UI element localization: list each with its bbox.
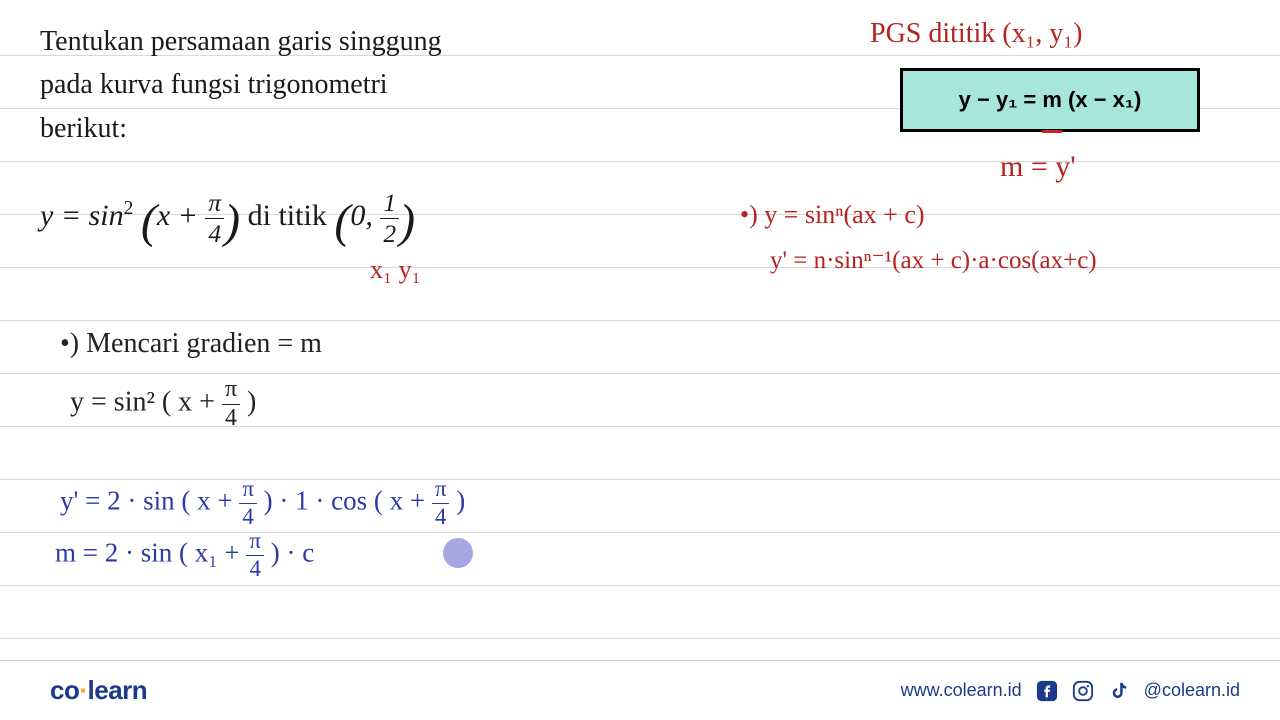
eq-open-paren-1: ( — [141, 195, 157, 248]
annotation-rule-yprime: y' = n·sinⁿ⁻¹(ax + c)·a·cos(ax+c) — [770, 245, 1097, 275]
hw-yprime-frac2: π4 — [432, 478, 450, 529]
problem-text: Tentukan persamaan garis singgung pada k… — [40, 20, 442, 150]
problem-line-3: berikut: — [40, 107, 442, 150]
formula-box: y − y₁ = m (x − x₁) — [900, 68, 1200, 132]
logo-co: co — [50, 675, 79, 705]
hw-m-mid: ) · c — [264, 538, 314, 568]
footer: co·learn www.colearn.id @colearn.id — [0, 660, 1280, 720]
logo-learn: learn — [88, 675, 148, 705]
tiktok-icon — [1108, 680, 1130, 702]
annotation-x1y1: x₁ y₁ — [370, 255, 421, 285]
problem-line-1: Tentukan persamaan garis singgung — [40, 20, 442, 63]
hw-yprime-line: y' = 2 · sin ( x + π4 ) · 1 · cos ( x + … — [60, 478, 465, 529]
footer-right: www.colearn.id @colearn.id — [901, 680, 1240, 702]
cursor-indicator — [443, 538, 473, 568]
formula-m: m — [1042, 71, 1062, 133]
hw-y-frac: π4 — [222, 378, 240, 431]
eq-close-paren-1: ) — [224, 195, 240, 248]
hw-m-line: m = 2 · sin ( x₁ + π4 ) · c — [55, 530, 314, 581]
eq-x-plus: x + — [157, 199, 198, 232]
eq-open-paren-2: ( — [334, 195, 350, 248]
eq-close-paren-2: ) — [399, 195, 415, 248]
hw-y-eq-pre: y = sin² ( x + — [70, 387, 222, 418]
eq-point-zero: 0, — [350, 199, 373, 232]
hw-mencari-gradien: •) Mencari gradien = m — [60, 328, 322, 360]
footer-handle: @colearn.id — [1144, 680, 1240, 701]
footer-url: www.colearn.id — [901, 680, 1022, 701]
hw-yprime-frac1: π4 — [239, 478, 257, 529]
eq-frac-pi4: π4 — [205, 190, 224, 246]
problem-equation: y = sin2 (x + π4) di titik (0, 12) — [40, 190, 415, 249]
hw-yprime-mid: ) · 1 · cos ( x + — [257, 486, 432, 516]
eq-exponent: 2 — [124, 198, 134, 219]
hw-m-frac: π4 — [246, 530, 264, 581]
colearn-logo: co·learn — [50, 675, 147, 706]
facebook-icon — [1036, 680, 1058, 702]
hw-yprime-close: ) — [449, 486, 465, 516]
eq-di-titik: di titik — [248, 199, 327, 232]
hw-y-eq: y = sin² ( x + π4 ) — [70, 378, 256, 431]
hw-y-eq-close: ) — [240, 387, 256, 418]
hw-yprime-pre: y' = 2 · sin ( x + — [60, 486, 239, 516]
formula-post: (x − x₁) — [1062, 87, 1141, 112]
instagram-icon — [1072, 680, 1094, 702]
problem-line-2: pada kurva fungsi trigonometri — [40, 63, 442, 106]
formula-pre: y − y₁ = — [959, 87, 1043, 112]
eq-frac-half: 12 — [380, 190, 399, 246]
logo-dot: · — [79, 675, 87, 705]
annotation-m-eq-yprime: m = y' — [1000, 150, 1076, 184]
annotation-pgs: PGS dititik (x₁, y₁) — [870, 18, 1082, 50]
eq-y-sin: y = sin — [40, 199, 124, 232]
annotation-rule-y: •) y = sinⁿ(ax + c) — [740, 200, 925, 230]
hw-m-pre: m = 2 · sin ( x₁ + — [55, 538, 246, 568]
